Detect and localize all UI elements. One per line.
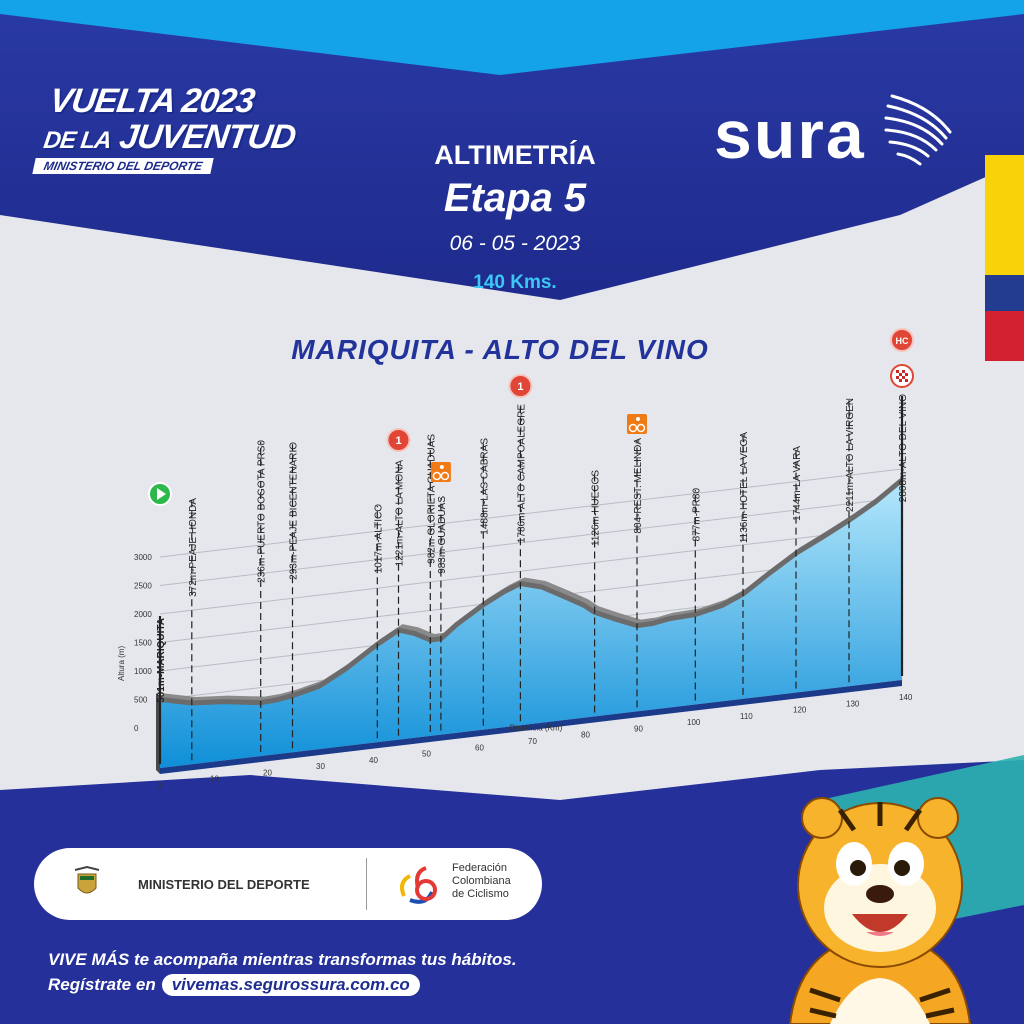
waypoint-label: 1136m-HOTEL LA VEGA <box>739 432 750 543</box>
x-tick-label: 90 <box>634 724 643 733</box>
sprint-icon <box>430 462 451 482</box>
x-tick-label: 50 <box>422 750 431 759</box>
federation-line1: Federación <box>452 862 508 874</box>
bike-wheel-icon <box>432 471 442 481</box>
climb-category-icon <box>508 374 533 398</box>
footer-register: Regístrate en vivemas.segurossura.com.co <box>48 974 420 996</box>
y-tick-label: 2000 <box>134 610 152 619</box>
federation-line3: de Ciclismo <box>452 888 509 900</box>
vivemas-link[interactable]: vivemas.segurossura.com.co <box>161 974 420 996</box>
x-tick-label: 0 <box>157 781 162 790</box>
checker-square <box>896 370 899 373</box>
checker-square <box>902 370 905 373</box>
x-tick-label: 30 <box>316 762 325 771</box>
fcc-logo-icon <box>400 866 437 904</box>
x-tick-label: 60 <box>475 743 484 752</box>
x-tick-label: 140 <box>899 693 913 702</box>
waypoint-label: 982m-GLORIETA GUADUAS <box>426 434 437 564</box>
x-tick-label: 70 <box>528 737 537 746</box>
checker-square <box>905 373 908 376</box>
checker-square <box>902 376 905 379</box>
grid-line <box>159 497 903 586</box>
header-light-strip <box>0 0 1024 75</box>
register-label: Regístrate en <box>48 975 156 994</box>
checker-square <box>905 379 908 382</box>
y-tick-label: 1000 <box>134 667 152 676</box>
waypoint-markers: 501m-MARIQUITA 372m-PEAJE HONDA 236m-PUERT… <box>148 328 914 764</box>
footer-slogan: VIVE MÁS te acompaña mientras transforma… <box>48 950 517 969</box>
waypoint-label: 877m-PR80 <box>691 488 702 542</box>
tiger-mascot-icon <box>788 797 972 1024</box>
waypoint-label: 983m-GUADUAS <box>437 496 448 574</box>
profile-ridge <box>159 477 904 706</box>
bike-wheel-icon <box>636 423 646 433</box>
route-title: MARIQUITA - ALTO DEL VINO <box>291 334 709 365</box>
partner-logos-card: MINISTERIO DEL DEPORTE Federación Colomb… <box>34 848 542 920</box>
federation-line2: Colombiana <box>452 875 511 887</box>
grid-line <box>159 468 903 558</box>
flag-red <box>985 311 1024 361</box>
x-tick-label: 120 <box>793 706 807 715</box>
sura-logo: sura <box>714 97 866 173</box>
hc-climb-text: HC <box>896 336 909 346</box>
waypoint-label: 293m-PEAJE BICENTENARIO <box>289 442 300 580</box>
waypoint-label: 1221m-ALTO LA MONA <box>395 460 406 567</box>
colombia-coat-of-arms-icon <box>72 865 102 902</box>
climb-category-icon <box>386 428 411 452</box>
y-axis-label: Altura (m) <box>117 646 126 681</box>
waypoint-label: 804-REST. MELINDA <box>633 438 644 534</box>
section-title: ALTIMETRÍA <box>434 140 596 170</box>
climb-category-text: 1 <box>395 435 401 447</box>
x-tick-label: 80 <box>581 731 590 740</box>
x-axis-label: Distancia (Km) <box>510 724 563 733</box>
y-tick-label: 0 <box>134 724 139 733</box>
x-tick-label: 20 <box>263 768 272 777</box>
x-tick-label: 40 <box>369 756 378 765</box>
chart-base-edge <box>160 680 902 774</box>
x-tick-label: 10 <box>210 775 219 784</box>
axis-ticks: 0 10 20 30 40 50 60 70 80 90 100 110 120 130 140 <box>157 693 913 790</box>
checker-square <box>896 376 899 379</box>
play-icon <box>157 488 166 500</box>
y-tick-label: 1500 <box>134 639 152 648</box>
waypoint-label: 1786m-ALTO CAMPOALEGRE <box>516 404 527 543</box>
waypoint-label: 1488m-LAS CABRAS <box>479 438 490 535</box>
sprint-icon <box>627 414 647 434</box>
flag-blue <box>985 275 1024 311</box>
logo-divider <box>366 858 367 910</box>
waypoint-label: 501m-MARIQUITA <box>156 618 167 703</box>
waypoint-label: 1017m-ALTICO <box>373 504 384 574</box>
flag-yellow <box>985 155 1024 275</box>
header-band <box>0 0 1024 300</box>
climb-category-text: 1 <box>517 381 523 393</box>
x-tick-label: 110 <box>740 712 753 721</box>
waypoint-label: 1126m-HUECOS <box>591 470 602 546</box>
y-tick-label: 2500 <box>134 582 152 591</box>
rider-head-icon <box>439 465 444 469</box>
bike-wheel-icon <box>628 423 638 433</box>
stage-date: 06 - 05 - 2023 <box>449 232 581 255</box>
stage-title: Etapa 5 <box>443 176 587 220</box>
waypoint-label: 2808m-ALTO DEL VINO <box>898 394 909 502</box>
x-tick-label: 100 <box>687 718 701 727</box>
ministry-name: MINISTERIO DEL DEPORTE <box>138 877 310 892</box>
checker-square <box>899 373 902 376</box>
stage-distance: 140 Kms. <box>473 272 557 293</box>
grid-line <box>159 525 903 615</box>
hc-climb-icon <box>890 328 914 352</box>
waypoint-label: 2211m-ALTO LA VIRGEN <box>845 398 856 512</box>
waypoint-label: 1744m-LA VARA <box>792 446 803 521</box>
y-tick-label: 3000 <box>134 553 152 562</box>
checker-square <box>899 379 902 382</box>
x-tick-label: 130 <box>846 699 860 708</box>
waypoint-label: 372m-PEAJE HONDA <box>188 498 199 597</box>
profile-area <box>160 479 902 768</box>
sura-wing-icon <box>884 94 952 166</box>
federation-name: Federación Colombiana de Ciclismo <box>452 862 511 901</box>
y-tick-label: 500 <box>134 696 148 705</box>
rider-head-icon <box>636 417 640 421</box>
waypoint-label: 236m-PUERTO BOGOTA PRS0 <box>257 440 268 583</box>
bike-wheel-icon <box>440 471 450 481</box>
